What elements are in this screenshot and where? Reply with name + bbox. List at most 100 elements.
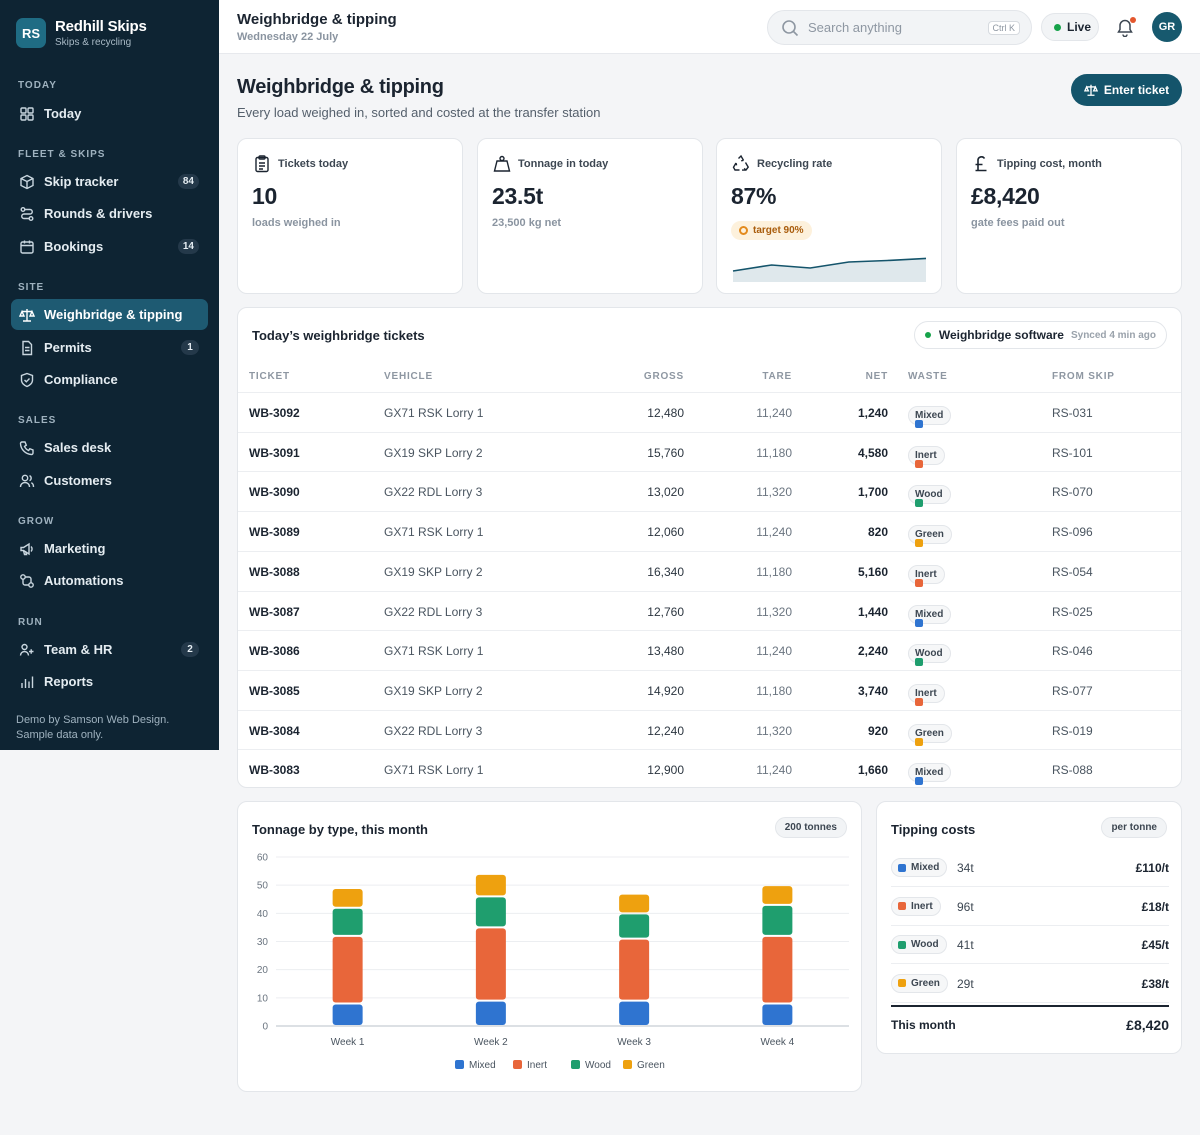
table-row[interactable]: WB-3086 GX71 RSK Lorry 1 13,480 11,240 2,240…: [238, 630, 1181, 669]
enter-ticket-button[interactable]: Enter ticket: [1071, 74, 1182, 106]
sidebar-item-rounds-drivers[interactable]: Rounds & drivers: [11, 198, 208, 229]
sidebar-item-label: Reports: [44, 674, 94, 689]
live-dot: [1054, 23, 1061, 31]
waste-type-badge: Green: [908, 723, 952, 746]
sidebar-item-automations[interactable]: Automations: [11, 565, 208, 596]
sidebar-footer: Demo by Samson Web Design. Sample data o…: [16, 714, 170, 741]
vehicle: GX22 RDL Lorry 3: [384, 723, 483, 738]
brand[interactable]: RS Redhill Skips Skips & recycling: [16, 18, 147, 48]
table-row[interactable]: WB-3085 GX19 SKP Lorry 2 14,920 11,180 3,740…: [238, 669, 1181, 709]
kpi-label: Recycling rate: [757, 158, 833, 170]
from-skip: RS-031: [1052, 406, 1093, 420]
chart-total-badge: 200 tonnes: [774, 817, 847, 838]
ticket-id: WB-3083: [249, 763, 300, 778]
sidebar-item-label: Sales desk: [44, 440, 112, 455]
nav-section-sales: SALES: [18, 415, 57, 426]
sidebar-item-bookings[interactable]: Bookings 14: [11, 231, 208, 262]
search-input[interactable]: Search anything Ctrl K: [767, 10, 1032, 45]
column-header[interactable]: TICKET: [249, 371, 290, 382]
waste-type-badge: Mixed: [908, 763, 952, 786]
ticket-id: WB-3092: [249, 406, 300, 420]
bar-segment-green: [475, 874, 506, 896]
table-row[interactable]: WB-3089 GX71 RSK Lorry 1 12,060 11,240 820 RS…: [238, 511, 1181, 550]
page-title: Weighbridge & tipping: [237, 76, 444, 98]
bell-icon[interactable]: [1115, 17, 1135, 37]
sidebar-item-reports[interactable]: Reports: [11, 666, 208, 697]
scale-icon: [1083, 84, 1098, 96]
workflow-icon: [20, 573, 34, 588]
sidebar-item-team-hr[interactable]: Team & HR 2: [11, 634, 208, 665]
tonnage-value: 96t: [957, 899, 974, 914]
net-weight: 5,160: [857, 564, 888, 579]
kpi-label: Tipping cost, month: [997, 158, 1102, 170]
sidebar-item-customers[interactable]: Customers: [11, 465, 208, 496]
sidebar-item-label: Team & HR: [44, 642, 113, 657]
table-row[interactable]: WB-3088 GX19 SKP Lorry 2 16,340 11,180 5,160…: [238, 550, 1181, 590]
keyboard-shortcut: Ctrl K: [987, 21, 1020, 35]
from-skip: RS-101: [1052, 445, 1093, 460]
count-badge: 2: [181, 642, 199, 657]
waste-color-swatch: [898, 863, 906, 872]
tare-weight: 11,180: [756, 564, 792, 579]
rate-value: £18/t: [1141, 899, 1169, 914]
table-row[interactable]: WB-3084 GX22 RDL Lorry 3 12,240 11,320 920 RS…: [238, 709, 1181, 749]
gross-weight: 13,020: [647, 485, 684, 500]
column-header[interactable]: FROM SKIP: [1052, 371, 1115, 382]
sidebar-item-weighbridge[interactable]: Weighbridge & tipping: [11, 299, 208, 330]
column-header[interactable]: WASTE: [908, 371, 948, 382]
ticket-id: WB-3087: [249, 604, 300, 619]
bar-segment-inert: [332, 936, 363, 1003]
table-row[interactable]: WB-3083 GX71 RSK Lorry 1 12,900 11,240 1,660…: [238, 749, 1181, 788]
kpi-note: loads weighed in: [252, 217, 341, 229]
brand-subtitle: Skips & recycling: [55, 37, 132, 48]
sidebar-item-today[interactable]: Today: [11, 98, 208, 129]
rate-value: £45/t: [1141, 938, 1169, 952]
bar-segment-mixed: [475, 1001, 506, 1025]
avatar[interactable]: GR: [1152, 12, 1182, 42]
waste-type-badge: Wood: [908, 485, 951, 508]
sync-label: Weighbridge software: [938, 328, 1064, 342]
sidebar-item-marketing[interactable]: Marketing: [11, 533, 208, 564]
column-header[interactable]: NET: [865, 371, 888, 382]
sidebar-item-label: Weighbridge & tipping: [44, 307, 183, 322]
weight-icon: [493, 155, 511, 172]
table-row[interactable]: WB-3092 GX71 RSK Lorry 1 12,480 11,240 1,240…: [238, 392, 1181, 431]
ticket-id: WB-3089: [249, 525, 300, 540]
column-header[interactable]: VEHICLE: [384, 371, 433, 382]
live-status-pill[interactable]: Live: [1041, 13, 1099, 41]
waste-type-label: Wood: [915, 648, 943, 660]
table-row[interactable]: WB-3090 GX22 RDL Lorry 3 13,020 11,320 1,700…: [238, 471, 1181, 510]
gross-weight: 12,480: [647, 406, 684, 420]
sync-status-pill[interactable]: Weighbridge software Synced 4 min ago: [913, 321, 1167, 349]
column-header[interactable]: TARE: [762, 371, 792, 382]
bar-segment-inert: [619, 939, 650, 1000]
waste-type-badge: Inert: [908, 683, 945, 706]
sidebar-item-sales-desk[interactable]: Sales desk: [11, 432, 208, 463]
waste-type-label: Inert: [911, 900, 933, 912]
table-row[interactable]: WB-3091 GX19 SKP Lorry 2 15,760 11,180 4,580…: [238, 431, 1181, 471]
sidebar-item-skip-tracker[interactable]: Skip tracker 84: [11, 166, 208, 197]
pound-icon: [975, 156, 987, 172]
net-weight: 920: [867, 723, 888, 738]
search-placeholder: Search anything: [808, 20, 902, 35]
count-badge: 84: [177, 174, 199, 189]
table-row[interactable]: WB-3087 GX22 RDL Lorry 3 12,760 11,320 1,440…: [238, 590, 1181, 630]
calendar-icon: [20, 240, 34, 254]
column-header[interactable]: GROSS: [643, 371, 684, 382]
topbar-title: Weighbridge & tipping: [237, 11, 397, 28]
gross-weight: 13,480: [647, 644, 684, 659]
y-tick-label: 10: [257, 993, 269, 1004]
kpi-value: 87%: [731, 183, 777, 209]
team-icon: [19, 643, 34, 656]
kpi-value: 10: [252, 183, 277, 209]
net-weight: 1,240: [857, 406, 888, 420]
sidebar-item-permits[interactable]: Permits 1: [11, 332, 208, 363]
sidebar-item-compliance[interactable]: Compliance: [11, 364, 208, 395]
y-tick-label: 60: [257, 853, 269, 864]
legend-label: Wood: [585, 1060, 611, 1071]
gross-weight: 12,060: [647, 525, 684, 540]
target-badge: target 90%: [731, 221, 812, 240]
vehicle: GX71 RSK Lorry 1: [384, 406, 484, 420]
from-skip: RS-054: [1052, 564, 1093, 579]
from-skip: RS-046: [1052, 644, 1093, 659]
